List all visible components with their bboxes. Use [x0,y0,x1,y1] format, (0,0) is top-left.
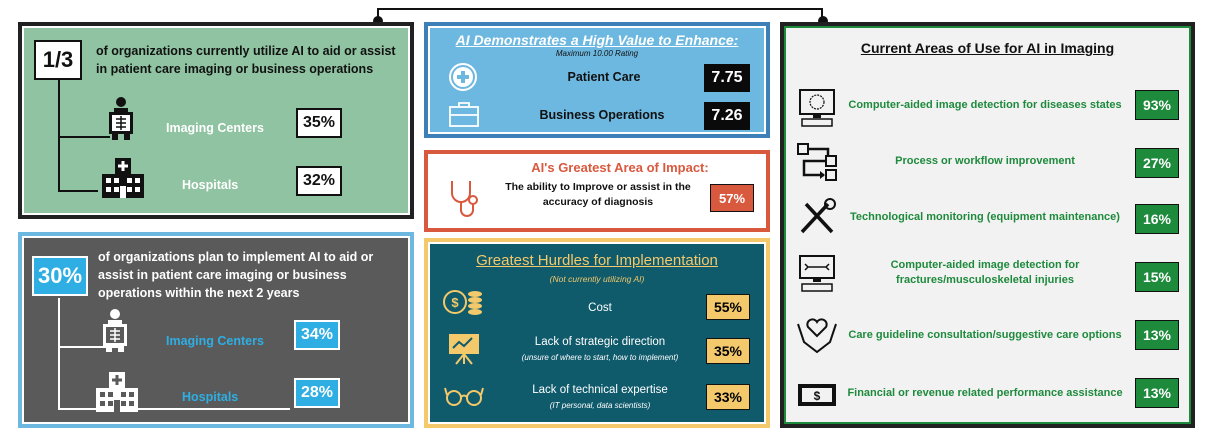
hurdles-panel: Greatest Hurdles for Implementation (Not… [424,238,770,428]
tree-line [58,80,98,192]
plan-hospitals-value: 28% [294,378,340,408]
impact-text: The ability to Improve or assist in the … [505,181,691,208]
plan-imaging-centers-value: 34% [294,320,340,350]
hurdle-label-cost: Cost [588,302,612,314]
imaging-centers-value: 35% [296,108,342,138]
hospital-icon [96,372,138,412]
area-value-workflow: 27% [1135,148,1179,178]
areas-of-use-panel: Current Areas of Use for AI in Imaging $… [780,22,1195,428]
connector-line [215,13,223,22]
impact-value: 57% [710,184,754,212]
hospitals-label: Hospitals [182,178,239,192]
value-title: AI Demonstrates a High Value to Enhance: [455,32,739,48]
area-label-workflow: Process or workflow improvement [895,155,1075,167]
business-operations-rating: 7.26 [704,102,750,130]
workflow-icon [797,143,837,181]
briefcase-icon [449,102,479,127]
value-subtitle: Maximum 10.00 Rating [555,49,639,58]
value-panel: AI Demonstrates a High Value to Enhance:… [424,22,770,138]
coins-icon: $ [443,290,482,315]
hurdle-label-expertise: Lack of technical expertise [532,384,668,396]
connector-dot-left [373,16,383,26]
area-value-financial: 13% [1135,378,1179,408]
patient-care-rating: 7.75 [704,64,750,92]
area-value-care-guideline: 13% [1135,320,1179,350]
fracture-detection-icon [799,255,835,292]
area-value-fracture-detection: 15% [1135,262,1179,292]
area-label-care-guideline: Care guideline consultation/suggestive c… [848,329,1122,341]
svg-text:$: $ [451,295,459,310]
plan-hospitals-label: Hospitals [182,390,239,404]
area-value-disease-detection: 93% [1135,90,1179,120]
computer-detection-icon [799,89,835,127]
hurdle-value-cost: 55% [706,294,750,320]
xray-person-icon [103,309,127,352]
current-use-panel: 1/3 of organizations currently utilize A… [18,22,414,219]
hurdle-note-strategy: (unsure of where to start, how to implem… [521,353,679,362]
medical-cross-icon [449,63,477,91]
xray-person-icon [109,97,133,140]
plan-panel: 30% of organizations plan to implement A… [18,232,414,428]
hurdle-label-strategy: Lack of strategic direction [534,336,666,348]
plan-tree-branch [60,346,120,348]
plan-tree-line [58,298,98,410]
areas-title: Current Areas of Use for AI in Imaging [860,40,1115,56]
tools-icon [800,198,836,234]
connector-top [377,8,823,20]
svg-text:$: $ [814,389,821,403]
plan-percent-badge: 30% [32,256,88,296]
heart-hands-icon [797,318,837,354]
plan-tree-branch-2 [60,408,290,410]
plan-imaging-centers-label: Imaging Centers [166,334,264,348]
hurdle-note-expertise: (IT personal, data scientists) [549,401,651,410]
current-use-text: of organizations currently utilize AI to… [96,44,396,76]
area-label-disease-detection: Computer-aided image detection for disea… [848,99,1122,111]
fraction-badge: 1/3 [34,40,82,80]
business-operations-label: Business Operations [539,108,665,122]
area-label-fracture-detection: Computer-aided image detection for fract… [890,259,1080,286]
plan-text: of organizations plan to implement AI to… [98,250,374,300]
area-label-monitoring: Technological monitoring (equipment main… [850,211,1120,223]
stethoscope-icon [451,181,478,217]
hurdle-value-strategy: 35% [706,338,750,364]
hospitals-value: 32% [296,166,342,196]
area-label-financial: Financial or revenue related performance… [847,387,1123,399]
tree-branch [60,136,110,138]
hospital-icon [102,158,144,198]
money-bills-icon: $ [798,384,836,406]
hurdle-value-expertise: 33% [706,384,750,410]
imaging-centers-label: Imaging Centers [166,121,264,135]
impact-title: AI's Greatest Area of Impact: [531,160,709,175]
impact-panel: AI's Greatest Area of Impact: The abilit… [424,150,770,232]
patient-care-label: Patient Care [567,70,641,84]
hurdles-title: Greatest Hurdles for Implementation [476,252,718,269]
area-value-monitoring: 16% [1135,204,1179,234]
hurdles-subtitle: (Not currently utilizing AI) [549,274,645,284]
connector-dot-right [818,16,828,26]
presentation-board-icon [449,334,479,365]
glasses-icon [444,387,484,406]
